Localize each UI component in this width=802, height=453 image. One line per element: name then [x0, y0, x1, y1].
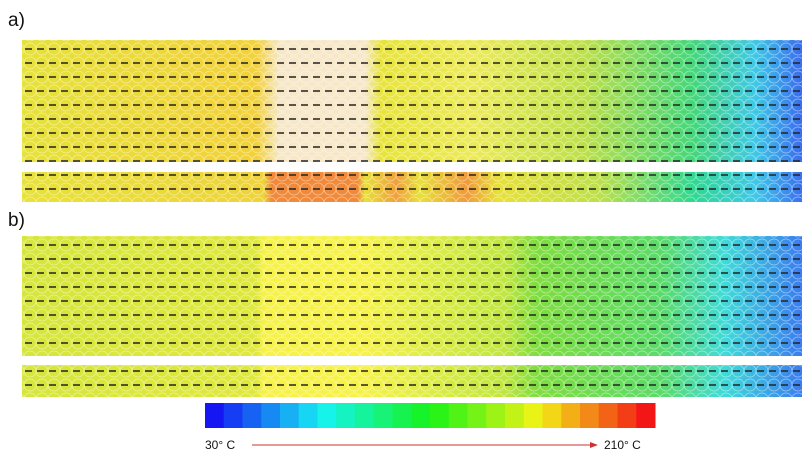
colorbar-swatch: [317, 403, 337, 428]
panel-b-texture: [22, 236, 802, 356]
panel-a-texture: [22, 40, 802, 162]
colorbar-swatch: [392, 403, 412, 428]
colorbar-swatch: [598, 403, 618, 428]
colorbar-swatch: [617, 403, 637, 428]
colorbar-swatch: [448, 403, 468, 428]
colorbar-swatch: [373, 403, 393, 428]
colorbar-swatch: [411, 403, 431, 428]
colorbar-arrowhead: [590, 442, 598, 448]
colorbar-swatch: [298, 403, 318, 428]
colorbar-swatch: [261, 403, 281, 428]
colorbar-swatch: [280, 403, 300, 428]
colorbar-min-label: 30° C: [205, 438, 235, 452]
panel-a-strip-texture: [22, 172, 802, 202]
colorbar-swatch: [505, 403, 525, 428]
colorbar-swatch: [430, 403, 450, 428]
colorbar-swatch: [205, 403, 225, 428]
colorbar-swatch: [355, 403, 375, 428]
colorbar-swatch: [336, 403, 356, 428]
panel-label: a): [8, 10, 25, 31]
colorbar-swatch: [561, 403, 581, 428]
colorbar-swatch: [223, 403, 243, 428]
colorbar-swatch: [636, 403, 656, 428]
colorbar-swatch: [580, 403, 600, 428]
panel-b-strip-texture: [22, 365, 802, 397]
colorbar-swatch: [486, 403, 506, 428]
colorbar-swatch: [542, 403, 562, 428]
colorbar: [205, 403, 656, 428]
colorbar-swatch: [242, 403, 262, 428]
colorbar-swatch: [467, 403, 487, 428]
colorbar-swatch: [523, 403, 543, 428]
colorbar-max-label: 210° C: [604, 438, 641, 452]
panel-label: b): [8, 210, 25, 231]
